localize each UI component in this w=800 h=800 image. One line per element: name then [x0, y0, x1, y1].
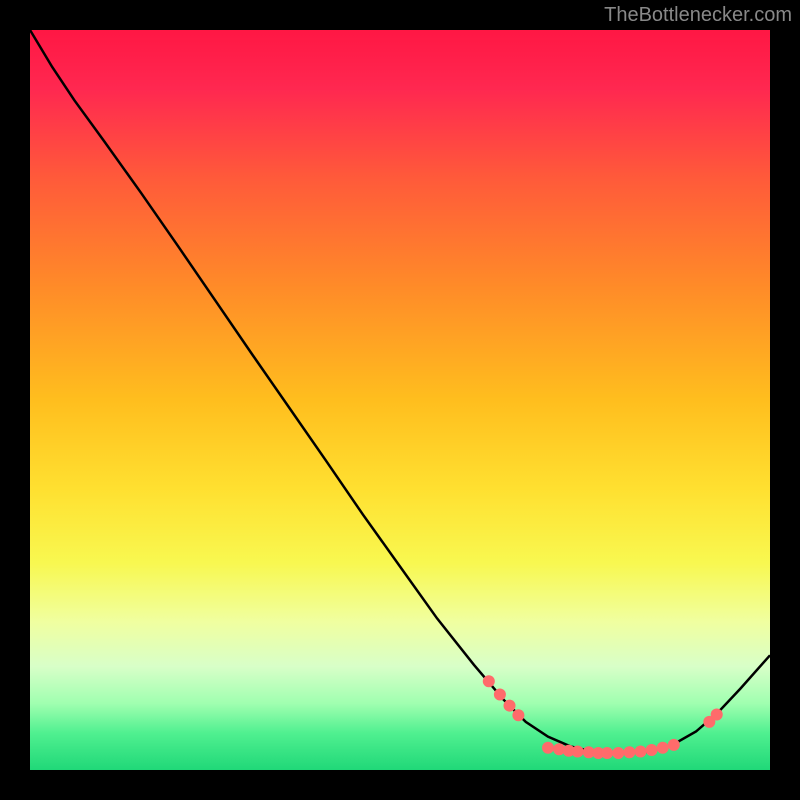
chart-curve-layer — [30, 30, 770, 770]
data-marker — [635, 746, 647, 758]
data-marker — [512, 709, 524, 721]
watermark-text: TheBottlenecker.com — [604, 4, 792, 27]
data-marker — [572, 746, 584, 758]
chart-container — [30, 30, 770, 770]
data-markers — [483, 675, 723, 759]
data-marker — [711, 709, 723, 721]
data-marker — [601, 747, 613, 759]
data-marker — [504, 700, 516, 712]
data-marker — [668, 739, 680, 751]
data-marker — [494, 689, 506, 701]
data-marker — [612, 747, 624, 759]
bottleneck-curve — [30, 30, 770, 754]
data-marker — [483, 675, 495, 687]
data-marker — [657, 742, 669, 754]
data-marker — [623, 746, 635, 758]
data-marker — [542, 742, 554, 754]
data-marker — [646, 744, 658, 756]
